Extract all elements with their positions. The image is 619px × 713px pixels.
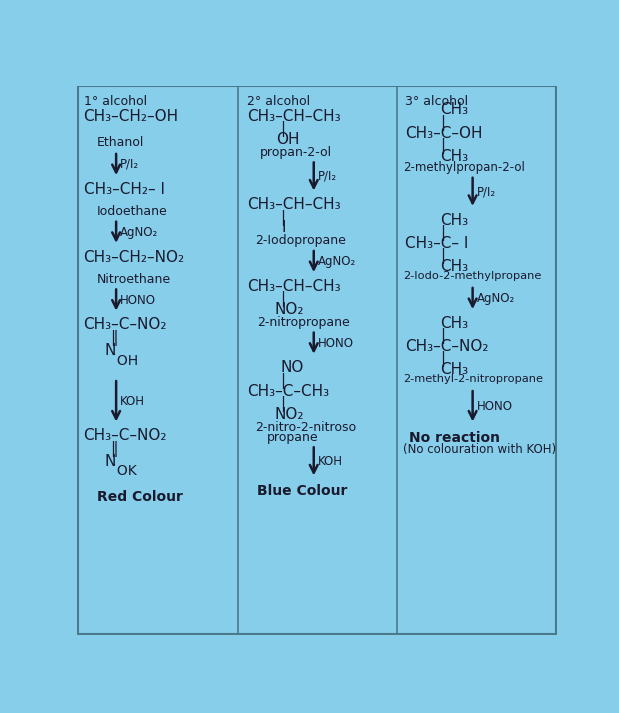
Text: CH₃–CH₂– I: CH₃–CH₂– I xyxy=(84,182,165,197)
Text: Ethanol: Ethanol xyxy=(97,135,144,148)
Text: CH₃: CH₃ xyxy=(440,103,468,118)
Text: Nitroethane: Nitroethane xyxy=(97,272,171,286)
Text: CH₃: CH₃ xyxy=(440,362,468,377)
Text: OH: OH xyxy=(277,132,300,147)
Text: |: | xyxy=(440,352,445,367)
Text: ‖: ‖ xyxy=(110,441,118,457)
Text: propane: propane xyxy=(266,431,318,444)
Text: |: | xyxy=(440,115,445,130)
Text: CH₃: CH₃ xyxy=(440,259,468,274)
Text: AgNO₂: AgNO₂ xyxy=(318,255,356,268)
Text: |: | xyxy=(440,248,445,264)
Text: CH₃: CH₃ xyxy=(440,149,468,164)
Text: |: | xyxy=(280,210,285,225)
Text: 2-methyl-2-nitropropane: 2-methyl-2-nitropropane xyxy=(403,374,543,384)
Text: CH₃–CH–CH₃: CH₃–CH–CH₃ xyxy=(247,108,340,123)
Text: ‖: ‖ xyxy=(110,330,118,347)
Text: P/I₂: P/I₂ xyxy=(120,158,139,171)
Text: 2° alcohol: 2° alcohol xyxy=(247,95,310,108)
Text: CH₃–C–CH₃: CH₃–C–CH₃ xyxy=(247,384,329,399)
Text: CH₃–CH₂–OH: CH₃–CH₂–OH xyxy=(84,108,179,123)
Text: Blue Colour: Blue Colour xyxy=(257,484,347,498)
Text: Iodoethane: Iodoethane xyxy=(97,205,168,218)
Text: CH₃: CH₃ xyxy=(440,316,468,331)
Text: |: | xyxy=(440,138,445,154)
Text: CH₃–C– I: CH₃–C– I xyxy=(405,236,469,251)
Text: KOH: KOH xyxy=(318,455,343,468)
Text: CH₃–C–NO₂: CH₃–C–NO₂ xyxy=(84,429,167,443)
Text: |: | xyxy=(280,396,285,412)
Text: ˙OK: ˙OK xyxy=(111,464,137,478)
Text: AgNO₂: AgNO₂ xyxy=(477,292,515,305)
Text: |: | xyxy=(280,291,285,307)
Text: 2-nitro-2-nitroso: 2-nitro-2-nitroso xyxy=(255,421,356,434)
Text: P/I₂: P/I₂ xyxy=(477,185,496,198)
Text: KOH: KOH xyxy=(120,395,145,408)
Text: No reaction: No reaction xyxy=(409,431,500,444)
Text: (No colouration with KOH): (No colouration with KOH) xyxy=(403,443,556,456)
Text: ˙OH: ˙OH xyxy=(111,354,139,367)
Text: NO₂: NO₂ xyxy=(275,302,305,317)
Text: 2-methylpropan-2-ol: 2-methylpropan-2-ol xyxy=(403,161,525,174)
Text: CH₃–C–NO₂: CH₃–C–NO₂ xyxy=(84,317,167,332)
Text: CH₃–C–OH: CH₃–C–OH xyxy=(405,125,483,140)
Text: |: | xyxy=(440,328,445,344)
Text: |: | xyxy=(440,225,445,241)
Text: HONO: HONO xyxy=(477,400,513,413)
Text: CH₃: CH₃ xyxy=(440,212,468,227)
Text: HONO: HONO xyxy=(318,337,353,349)
Text: 3° alcohol: 3° alcohol xyxy=(405,95,469,108)
Text: propan-2-ol: propan-2-ol xyxy=(260,145,332,158)
FancyBboxPatch shape xyxy=(78,86,556,634)
Text: N: N xyxy=(105,453,116,468)
Text: I: I xyxy=(281,220,286,235)
Text: CH₃–C–NO₂: CH₃–C–NO₂ xyxy=(405,339,488,354)
Text: NO: NO xyxy=(280,361,304,376)
Text: P/I₂: P/I₂ xyxy=(318,170,337,183)
Text: N: N xyxy=(105,343,116,358)
Text: CH₃–CH–CH₃: CH₃–CH–CH₃ xyxy=(247,279,340,294)
Text: CH₃–CH–CH₃: CH₃–CH–CH₃ xyxy=(247,198,340,212)
Text: 2-Iodo-2-methylpropane: 2-Iodo-2-methylpropane xyxy=(403,271,541,281)
Text: Red Colour: Red Colour xyxy=(97,490,183,504)
Text: NO₂: NO₂ xyxy=(275,406,305,421)
Text: 2-nitropropane: 2-nitropropane xyxy=(257,316,350,329)
Text: HONO: HONO xyxy=(120,294,156,307)
Text: |: | xyxy=(280,373,285,389)
Text: AgNO₂: AgNO₂ xyxy=(120,226,158,239)
Text: |: | xyxy=(280,121,285,137)
Text: 1° alcohol: 1° alcohol xyxy=(84,95,147,108)
Text: CH₃–CH₂–NO₂: CH₃–CH₂–NO₂ xyxy=(84,250,184,265)
Text: 2-Iodopropane: 2-Iodopropane xyxy=(255,234,346,247)
